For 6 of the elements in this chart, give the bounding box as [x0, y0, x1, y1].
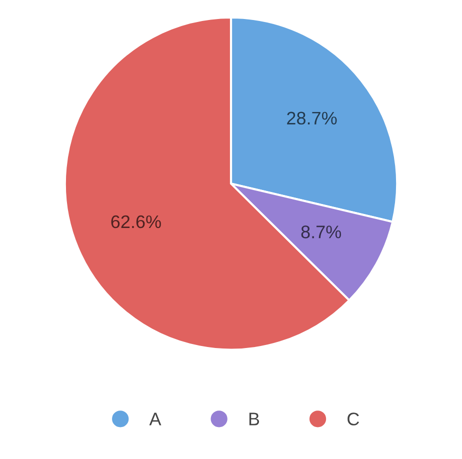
legend-label: B — [249, 412, 260, 426]
data-label: 62.6% — [111, 215, 161, 228]
legend-label: C — [348, 412, 360, 426]
legend-label: A — [149, 412, 162, 426]
data-label: 28.7% — [287, 112, 337, 125]
data-label: 8.7% — [301, 226, 342, 238]
